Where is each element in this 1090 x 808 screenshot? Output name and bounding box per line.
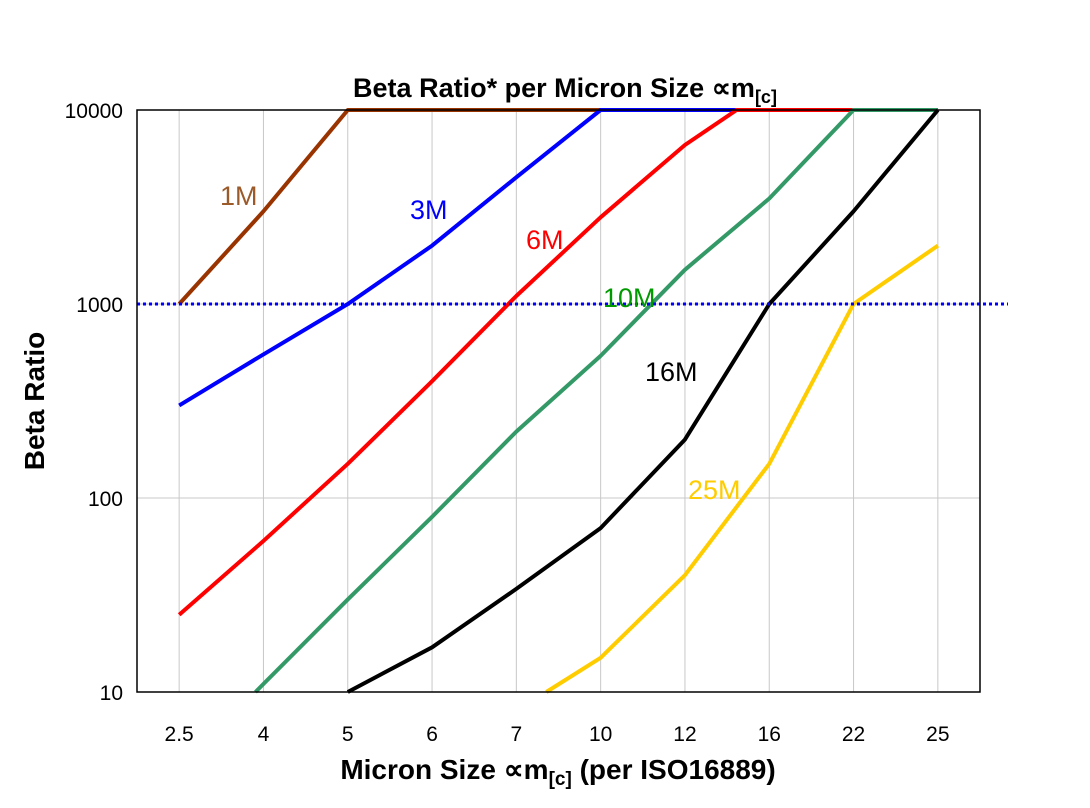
- x-axis-label: Micron Size ∝m[c] (per ISO16889): [340, 754, 775, 790]
- x-tick-label: 25: [926, 723, 949, 746]
- y-tick-labels: 10 100 1000 10000: [65, 100, 123, 705]
- series-labels: 1M 3M 6M 10M 16M 25M: [220, 181, 741, 505]
- x-tick-labels: 2.5 4 5 6 7 10 12 16 22 25: [165, 723, 950, 746]
- series-label-1M: 1M: [220, 181, 258, 211]
- series-label-10M: 10M: [603, 283, 656, 313]
- x-tick-label: 5: [342, 723, 354, 746]
- y-tick-label: 10: [100, 682, 123, 705]
- x-tick-label: 10: [589, 723, 612, 746]
- chart-title: Beta Ratio* per Micron Size ∝m[c]: [353, 73, 777, 107]
- x-tick-label: 4: [258, 723, 270, 746]
- series-line-16M: [346, 108, 940, 694]
- series-line-10M: [254, 108, 938, 694]
- x-tick-label: 16: [758, 723, 781, 746]
- x-tick-label: 2.5: [165, 723, 194, 746]
- y-tick-label: 1000: [76, 294, 123, 317]
- x-tick-label: 22: [842, 723, 865, 746]
- series-label-3M: 3M: [410, 195, 448, 225]
- y-tick-label: 10000: [65, 100, 123, 123]
- series-label-25M: 25M: [688, 475, 741, 505]
- series-line-25M: [545, 243, 940, 694]
- plot-border: [136, 109, 981, 693]
- series-label-6M: 6M: [526, 225, 564, 255]
- series-lines: [177, 108, 940, 694]
- gridlines: [137, 109, 980, 693]
- series-label-16M: 16M: [645, 357, 698, 387]
- y-tick-label: 100: [88, 488, 123, 511]
- y-axis-label: Beta Ratio: [19, 332, 50, 470]
- x-tick-label: 6: [426, 723, 438, 746]
- x-tick-label: 7: [511, 723, 523, 746]
- x-tick-label: 12: [673, 723, 696, 746]
